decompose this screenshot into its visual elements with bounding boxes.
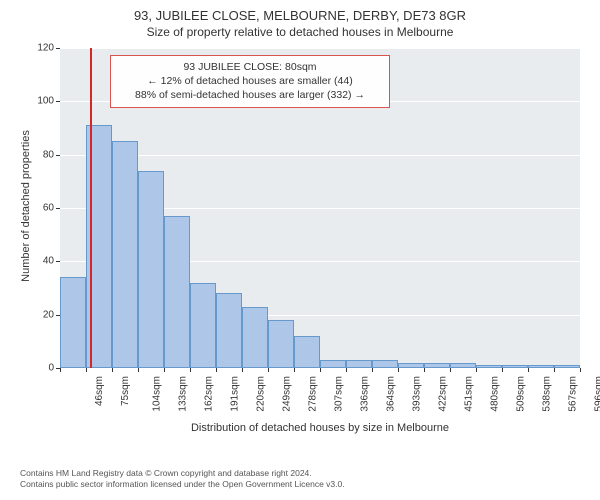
chart-subtitle: Size of property relative to detached ho… xyxy=(0,23,600,39)
histogram-bar xyxy=(216,293,242,368)
x-tick-mark xyxy=(112,368,113,372)
x-tick-label: 133sqm xyxy=(178,376,189,412)
property-marker-line xyxy=(90,48,92,368)
histogram-bar xyxy=(346,360,372,368)
x-tick-mark xyxy=(554,368,555,372)
y-tick-mark xyxy=(56,261,60,262)
x-tick-mark xyxy=(580,368,581,372)
y-tick-label: 80 xyxy=(32,149,54,160)
x-tick-mark xyxy=(60,368,61,372)
y-tick-mark xyxy=(56,208,60,209)
annotation-callout: 93 JUBILEE CLOSE: 80sqm ← 12% of detache… xyxy=(110,55,390,108)
y-tick-label: 40 xyxy=(32,256,54,267)
x-tick-label: 336sqm xyxy=(360,376,371,412)
x-tick-label: 191sqm xyxy=(230,376,241,412)
gridline xyxy=(60,155,580,156)
y-tick-label: 100 xyxy=(32,96,54,107)
y-tick-mark xyxy=(56,155,60,156)
gridline xyxy=(60,48,580,49)
x-tick-label: 220sqm xyxy=(256,376,267,412)
x-tick-mark xyxy=(190,368,191,372)
x-tick-mark xyxy=(450,368,451,372)
x-tick-mark xyxy=(242,368,243,372)
histogram-bar xyxy=(372,360,398,368)
x-tick-label: 307sqm xyxy=(334,376,345,412)
x-tick-label: 451sqm xyxy=(463,376,474,412)
chart-title: 93, JUBILEE CLOSE, MELBOURNE, DERBY, DE7… xyxy=(0,0,600,23)
x-tick-mark xyxy=(476,368,477,372)
y-tick-mark xyxy=(56,101,60,102)
histogram-bar xyxy=(138,171,164,368)
x-tick-mark xyxy=(398,368,399,372)
histogram-bar xyxy=(554,365,580,368)
x-tick-mark xyxy=(164,368,165,372)
annotation-line1: 93 JUBILEE CLOSE: 80sqm xyxy=(119,60,381,74)
x-tick-mark xyxy=(346,368,347,372)
x-tick-label: 46sqm xyxy=(94,376,105,406)
x-tick-mark xyxy=(528,368,529,372)
x-tick-label: 249sqm xyxy=(282,376,293,412)
y-tick-label: 60 xyxy=(32,203,54,214)
x-tick-mark xyxy=(216,368,217,372)
histogram-bar xyxy=(60,277,86,368)
histogram-bar xyxy=(242,307,268,368)
histogram-bar xyxy=(190,283,216,368)
y-tick-label: 0 xyxy=(32,363,54,374)
histogram-bar xyxy=(424,363,450,368)
annotation-line2: ← 12% of detached houses are smaller (44… xyxy=(119,74,381,88)
x-tick-mark xyxy=(320,368,321,372)
y-tick-label: 120 xyxy=(32,43,54,54)
x-tick-label: 480sqm xyxy=(489,376,500,412)
histogram-bar xyxy=(320,360,346,368)
footer-line1: Contains HM Land Registry data © Crown c… xyxy=(20,468,345,479)
chart-container: 93, JUBILEE CLOSE, MELBOURNE, DERBY, DE7… xyxy=(0,0,600,500)
footer-attribution: Contains HM Land Registry data © Crown c… xyxy=(20,468,345,490)
y-tick-label: 20 xyxy=(32,309,54,320)
x-tick-label: 104sqm xyxy=(152,376,163,412)
x-tick-label: 162sqm xyxy=(204,376,215,412)
x-tick-mark xyxy=(86,368,87,372)
x-tick-label: 278sqm xyxy=(308,376,319,412)
x-tick-label: 75sqm xyxy=(120,376,131,406)
x-tick-mark xyxy=(294,368,295,372)
histogram-bar xyxy=(112,141,138,368)
footer-line2: Contains public sector information licen… xyxy=(20,479,345,490)
x-tick-label: 393sqm xyxy=(411,376,422,412)
x-tick-mark xyxy=(138,368,139,372)
histogram-bar xyxy=(476,365,502,368)
x-tick-mark xyxy=(268,368,269,372)
y-axis-label: Number of detached properties xyxy=(20,116,32,296)
histogram-bar xyxy=(268,320,294,368)
x-tick-label: 422sqm xyxy=(437,376,448,412)
x-tick-label: 596sqm xyxy=(594,376,600,412)
x-tick-label: 509sqm xyxy=(515,376,526,412)
x-tick-label: 364sqm xyxy=(385,376,396,412)
histogram-bar xyxy=(294,336,320,368)
histogram-bar xyxy=(528,365,554,368)
y-tick-mark xyxy=(56,315,60,316)
histogram-bar xyxy=(398,363,424,368)
annotation-line3: 88% of semi-detached houses are larger (… xyxy=(119,88,381,102)
x-tick-label: 538sqm xyxy=(541,376,552,412)
x-tick-mark xyxy=(502,368,503,372)
x-tick-mark xyxy=(372,368,373,372)
y-tick-mark xyxy=(56,48,60,49)
histogram-bar xyxy=(164,216,190,368)
x-tick-label: 567sqm xyxy=(567,376,578,412)
histogram-bar xyxy=(502,365,528,368)
x-axis-label: Distribution of detached houses by size … xyxy=(60,422,580,434)
histogram-bar xyxy=(450,363,476,368)
x-tick-mark xyxy=(424,368,425,372)
